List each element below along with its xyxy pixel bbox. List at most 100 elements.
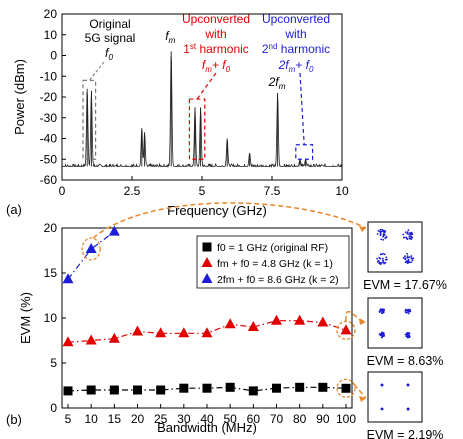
- constellation-point: [405, 260, 408, 262]
- panel-label-b: (b): [6, 412, 22, 427]
- data-point-2: [85, 242, 97, 253]
- constellation-point: [404, 311, 407, 313]
- constellation-point: [410, 257, 413, 260]
- data-point-0: [341, 383, 351, 393]
- data-point-2: [108, 225, 120, 236]
- constellation-point: [406, 334, 409, 337]
- x-tick-label: 70: [270, 412, 284, 426]
- h2-leader: [299, 72, 305, 145]
- y-tick-label: -40: [40, 132, 58, 146]
- constellation-point: [407, 229, 410, 232]
- constellation-point: [408, 332, 410, 335]
- data-point-0: [318, 382, 328, 392]
- data-point-1: [317, 316, 329, 327]
- data-point-0: [248, 386, 258, 396]
- constellation-inset: [367, 297, 423, 349]
- constellation-point: [377, 230, 380, 232]
- constellation-point: [384, 258, 387, 261]
- constellation-point: [407, 408, 410, 410]
- data-point-0: [179, 383, 189, 393]
- constellation-point: [379, 228, 382, 231]
- y-tick-label: 0: [50, 49, 57, 63]
- x-tick-label: 2.5: [124, 184, 141, 198]
- callout-arrow-8: [345, 310, 367, 323]
- evm-label: EVM = 2.19%: [367, 428, 444, 439]
- legend-entry: f0 = 1 GHz (original RF): [217, 242, 328, 254]
- x-tick-label: 80: [293, 412, 307, 426]
- fm-label: fm: [165, 29, 175, 45]
- data-point-0: [295, 382, 305, 392]
- x-tick-label: 25: [154, 412, 168, 426]
- constellation-point: [404, 231, 407, 234]
- data-point-1: [340, 324, 352, 335]
- y-tick-label: 5: [50, 356, 57, 370]
- constellation-point: [404, 255, 406, 258]
- data-point-0: [202, 383, 212, 393]
- data-point-1: [178, 327, 190, 338]
- x-tick-label: 90: [316, 412, 330, 426]
- constellation-point: [377, 260, 380, 262]
- constellation-point: [376, 257, 378, 260]
- constellation-point: [383, 253, 386, 256]
- constellation-point: [378, 333, 381, 335]
- constellation-point: [407, 259, 410, 262]
- y-tick-label: -20: [40, 90, 58, 104]
- arrowhead: [359, 396, 366, 402]
- constellation-point: [381, 228, 383, 231]
- y-axis-label: EVM (%): [18, 292, 33, 344]
- x-tick-label: 10: [335, 184, 349, 198]
- x-tick-label: 40: [200, 412, 214, 426]
- legend-marker: [201, 273, 213, 283]
- legend-marker: [202, 242, 212, 252]
- y-tick-label: 15: [44, 266, 58, 280]
- constellation-point: [382, 259, 384, 262]
- 2fm-label: 2fm: [268, 75, 286, 91]
- constellation-point: [410, 255, 413, 257]
- callout-arrow-17: [92, 202, 367, 239]
- x-tick-label: 100: [336, 412, 356, 426]
- constellation-inset: [367, 221, 423, 273]
- constellation-point: [383, 234, 386, 236]
- constellation-point: [384, 261, 387, 264]
- constellation-point: [379, 257, 382, 260]
- arrowhead: [359, 319, 366, 325]
- panel-label-a: (a): [6, 202, 22, 217]
- h2-label-line2: with: [284, 27, 306, 41]
- data-point-1: [201, 327, 213, 338]
- constellation-point: [381, 408, 383, 410]
- x-tick-label: 10: [84, 412, 98, 426]
- h1-leader: [196, 72, 217, 100]
- data-point-1: [108, 332, 120, 343]
- constellation-point: [383, 332, 385, 335]
- constellation-point: [382, 238, 385, 241]
- data-point-0: [86, 385, 96, 395]
- constellation-point: [406, 256, 409, 259]
- constellation-point: [410, 235, 413, 238]
- x-tick-label: 7.5: [264, 184, 281, 198]
- h2-label-line3: 2nd harmonic: [262, 42, 330, 56]
- original-label-line2: 5G signal: [85, 31, 136, 45]
- x-tick-label: 15: [108, 412, 122, 426]
- first-harmonic-box: [188, 98, 206, 160]
- constellation-point: [407, 312, 410, 315]
- y-tick-label: -10: [40, 69, 58, 83]
- constellation-point: [408, 336, 410, 339]
- evm-label: EVM = 17.67%: [363, 278, 447, 292]
- evm-label: EVM = 8.63%: [367, 354, 444, 368]
- data-point-0: [272, 383, 281, 393]
- constellation-point: [382, 230, 385, 232]
- constellation-point: [381, 261, 383, 264]
- constellation-point: [408, 256, 411, 258]
- data-point-1: [132, 325, 143, 336]
- data-point-0: [156, 385, 166, 395]
- constellation-point: [406, 262, 409, 265]
- constellation-point: [382, 335, 385, 337]
- constellation-point: [408, 237, 411, 240]
- legend-marker: [201, 257, 213, 267]
- constellation-point: [408, 235, 411, 238]
- constellation-point: [402, 236, 405, 239]
- spectrum-trace: [61, 55, 343, 168]
- x-tick-label: 5: [65, 412, 72, 426]
- data-point-1: [85, 334, 97, 345]
